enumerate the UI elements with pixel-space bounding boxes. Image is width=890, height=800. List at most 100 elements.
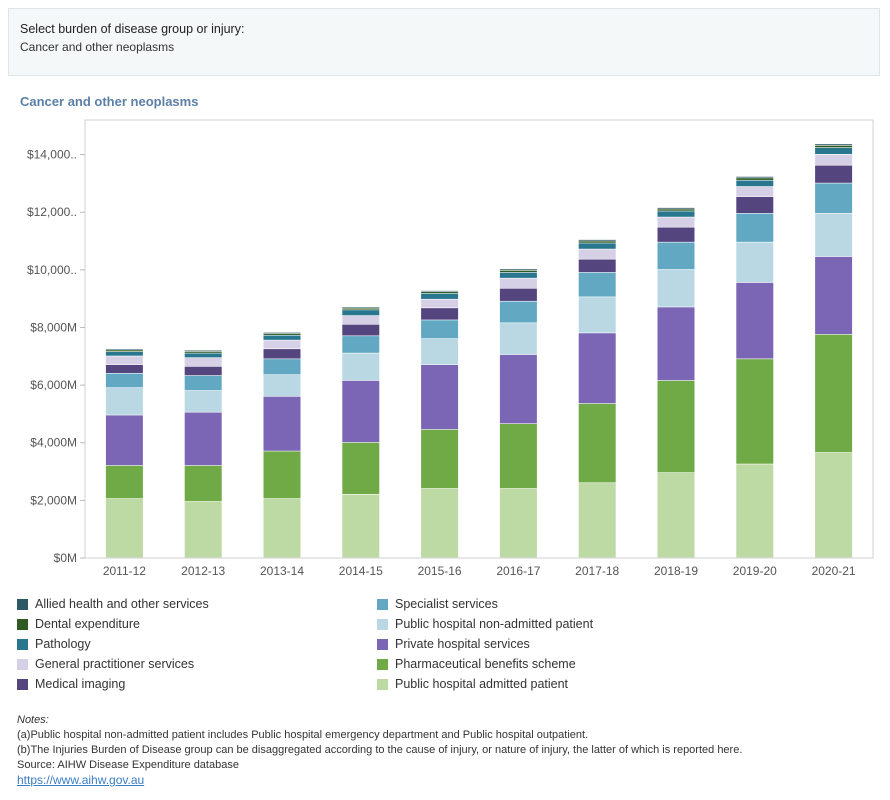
bar-segment[interactable]: Specialist services: 1000 [736,213,774,242]
bar-segment[interactable]: Public hospital non-admitted patient: 14… [736,242,774,283]
bar-segment[interactable]: Public hospital admitted patient: 3250 [736,464,774,558]
bar-segment[interactable]: Specialist services: 500 [105,373,143,388]
bar-segment[interactable]: Pharmaceutical benefits scheme: 1650 [263,451,301,499]
bar-segment[interactable]: Public hospital non-admitted patient: 95… [105,387,143,415]
bar-segment[interactable]: Dental expenditure: 60 [342,308,380,310]
bar-segment[interactable]: Pathology: 160 [184,353,222,358]
bar-segment[interactable]: Specialist services: 600 [342,336,380,353]
bar-segment[interactable]: Medical imaging: 350 [263,349,301,359]
bar-segment[interactable]: Dental expenditure: 60 [421,292,459,294]
bar-segment[interactable]: Public hospital admitted patient: 1950 [184,501,222,558]
bar-segment[interactable]: General practitioner services: 300 [421,299,459,308]
bar-segment[interactable]: Allied health and other services: 50 [736,176,774,178]
bar-segment[interactable]: Public hospital non-admitted patient: 90… [421,339,459,365]
bar-segment[interactable]: Public hospital admitted patient: 2050 [105,498,143,558]
bar-segment[interactable]: General practitioner services: 300 [105,356,143,365]
bar-segment[interactable]: Public hospital non-admitted patient: 11… [499,323,537,355]
legend-item[interactable]: Allied health and other services [17,594,209,614]
bar-segment[interactable]: Pharmaceutical benefits scheme: 3650 [736,359,774,464]
legend-item[interactable]: Pathology [17,634,209,654]
bar-segment[interactable]: Dental expenditure: 70 [499,270,537,273]
bar-segment[interactable]: Pathology: 200 [421,293,459,299]
bar-segment[interactable]: Public hospital admitted patient: 2600 [578,483,616,558]
bar-segment[interactable]: Specialist services: 550 [263,359,301,375]
bar-segment[interactable]: Public hospital non-admitted patient: 15… [815,213,853,257]
legend-item[interactable]: Public hospital non-admitted patient [377,614,593,634]
bar-segment[interactable]: Allied health and other services: 50 [815,144,853,146]
bar-segment[interactable]: Allied health and other services: 40 [184,350,222,352]
bar-segment[interactable]: Allied health and other services: 40 [263,332,301,334]
bar-segment[interactable]: Dental expenditure: 80 [815,145,853,148]
bar-segment[interactable]: Allied health and other services: 50 [657,207,695,209]
bar-segment[interactable]: Dental expenditure: 60 [263,333,301,335]
bar-segment[interactable]: Medical imaging: 580 [736,196,774,214]
bar-segment[interactable]: Private hospital services: 2150 [342,380,380,443]
bar-segment[interactable]: Pharmaceutical benefits scheme: 1250 [184,465,222,502]
bar-segment[interactable]: Pharmaceutical benefits scheme: 3200 [657,380,695,473]
bar-segment[interactable]: Medical imaging: 520 [657,227,695,242]
bar-segment[interactable]: General practitioner services: 350 [736,186,774,197]
bar-segment[interactable]: General practitioner services: 380 [815,154,853,165]
bar-segment[interactable]: Pathology: 210 [578,243,616,249]
bar-segment[interactable]: Pathology: 210 [657,211,695,217]
bar-segment[interactable]: Dental expenditure: 70 [657,209,695,211]
bar-segment[interactable]: Dental expenditure: 80 [736,178,774,180]
bar-segment[interactable]: Specialist services: 650 [421,320,459,339]
bar-stack-2013-14[interactable]: Public hospital admitted patient: 2050Ph… [263,332,301,558]
bar-segment[interactable]: Medical imaging: 450 [499,288,537,301]
bar-segment[interactable]: General practitioner services: 300 [342,315,380,324]
bar-segment[interactable]: General practitioner services: 350 [499,278,537,288]
bar-segment[interactable]: Dental expenditure: 60 [105,350,143,352]
legend-item[interactable]: Private hospital services [377,634,593,654]
bar-segment[interactable]: Public hospital non-admitted patient: 75… [184,390,222,412]
bar-segment[interactable]: Pharmaceutical benefits scheme: 2050 [421,429,459,489]
bar-stack-2019-20[interactable]: Public hospital admitted patient: 3250Ph… [736,176,774,558]
bar-segment[interactable]: Allied health and other services: 40 [105,349,143,350]
bar-segment[interactable]: Allied health and other services: 50 [578,239,616,241]
bar-segment[interactable]: Public hospital non-admitted patient: 13… [657,269,695,307]
bar-segment[interactable]: Pharmaceutical benefits scheme: 4100 [815,334,853,453]
bar-segment[interactable]: Allied health and other services: 40 [421,290,459,292]
legend-item[interactable]: Dental expenditure [17,614,209,634]
bar-segment[interactable]: Public hospital admitted patient: 3650 [815,452,853,558]
bar-segment[interactable]: Specialist services: 750 [499,301,537,323]
bar-segment[interactable]: Medical imaging: 620 [815,165,853,183]
bar-segment[interactable]: Private hospital services: 2400 [499,354,537,424]
bar-segment[interactable]: Pathology: 220 [736,180,774,187]
bar-segment[interactable]: Specialist services: 1050 [815,183,853,214]
bar-segment[interactable]: Medical imaging: 400 [342,324,380,336]
bar-segment[interactable]: Private hospital services: 1850 [184,412,222,466]
bar-stack-2011-12[interactable]: Public hospital admitted patient: 2050Ph… [105,349,143,558]
bar-segment[interactable]: Private hospital services: 2700 [815,256,853,335]
bar-segment[interactable]: Private hospital services: 1750 [105,415,143,466]
bar-segment[interactable]: Medical imaging: 460 [578,259,616,273]
bar-segment[interactable]: General practitioner services: 350 [578,249,616,259]
bar-segment[interactable]: Public hospital non-admitted patient: 75… [263,375,301,397]
bar-segment[interactable]: Pathology: 230 [815,147,853,154]
legend-item[interactable]: Public hospital admitted patient [377,674,593,694]
bar-stack-2017-18[interactable]: Public hospital admitted patient: 2600Ph… [578,239,616,558]
bar-segment[interactable]: Medical imaging: 300 [105,364,143,373]
bar-segment[interactable]: Specialist services: 850 [578,272,616,297]
bar-segment[interactable]: Public hospital admitted patient: 2950 [657,472,695,558]
bar-stack-2016-17[interactable]: Public hospital admitted patient: 2400Ph… [499,269,537,558]
source-link[interactable]: https://www.aihw.gov.au [17,773,145,787]
bar-segment[interactable]: Public hospital admitted patient: 2400 [499,488,537,558]
bar-stack-2012-13[interactable]: Public hospital admitted patient: 1950Ph… [184,350,222,558]
bar-stack-2014-15[interactable]: Public hospital admitted patient: 2200Ph… [342,307,380,558]
bar-stack-2018-19[interactable]: Public hospital admitted patient: 2950Ph… [657,207,695,558]
bar-segment[interactable]: Private hospital services: 2250 [421,364,459,430]
bar-segment[interactable]: Specialist services: 520 [184,375,222,391]
bar-segment[interactable]: Allied health and other services: 40 [342,307,380,308]
bar-segment[interactable]: Pharmaceutical benefits scheme: 2750 [578,403,616,483]
bar-stack-2015-16[interactable]: Public hospital admitted patient: 2400Ph… [421,290,459,558]
bar-segment[interactable]: Private hospital services: 2450 [578,333,616,404]
bar-segment[interactable]: Dental expenditure: 70 [578,241,616,243]
legend-item[interactable]: General practitioner services [17,654,209,674]
legend-item[interactable]: Pharmaceutical benefits scheme [377,654,593,674]
bar-segment[interactable]: Public hospital non-admitted patient: 12… [578,297,616,333]
legend-item[interactable]: Specialist services [377,594,593,614]
bar-segment[interactable]: Public hospital admitted patient: 2400 [421,488,459,558]
bar-segment[interactable]: Private hospital services: 2550 [657,307,695,381]
bar-segment[interactable]: Pathology: 150 [105,351,143,356]
